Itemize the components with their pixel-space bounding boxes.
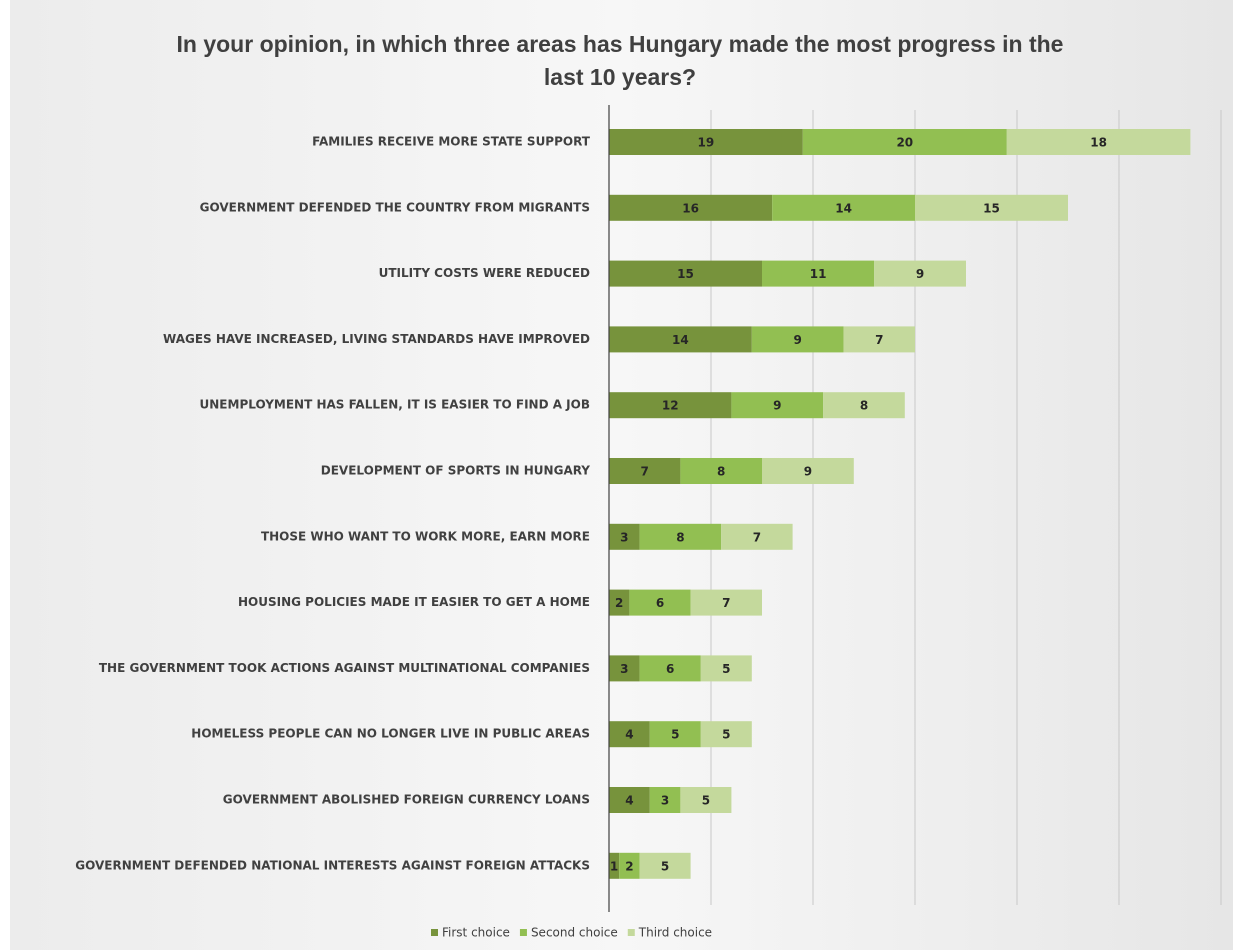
data-label: 14 [835,201,852,215]
legend-label: Second choice [531,926,618,940]
bar-segment [874,260,966,287]
bar-segment [609,721,650,748]
bar-segment [843,326,915,353]
data-label: 2 [625,859,633,873]
data-label: 15 [983,201,1000,215]
bar-segment [915,194,1068,221]
data-label: 9 [773,399,781,413]
data-label: 15 [677,267,694,281]
bar-segment [609,458,681,484]
category-label: THE GOVERNMENT TOOK ACTIONS AGAINST MULT… [99,661,590,675]
bar-segment [639,655,701,682]
data-label: 4 [625,728,633,742]
data-label: 19 [698,136,715,150]
legend-label: Third choice [638,926,712,940]
category-label: THOSE WHO WANT TO WORK MORE, EARN MORE [261,529,590,543]
legend-label: First choice [442,926,510,940]
category-label: WAGES HAVE INCREASED, LIVING STANDARDS H… [163,332,590,346]
bar-segment [721,523,793,550]
data-label: 3 [661,794,669,808]
data-label: 9 [916,267,924,281]
bar-segment [629,589,691,616]
legend-swatch [627,929,635,936]
bar-segment [700,655,752,682]
bar-segment [609,523,640,550]
bar-segment [609,655,640,682]
data-label: 7 [875,333,883,347]
bar-segment [700,721,752,748]
category-label: FAMILIES RECEIVE MORE STATE SUPPORT [312,135,591,149]
data-label: 5 [722,662,730,676]
category-label: GOVERNMENT DEFENDED THE COUNTRY FROM MIG… [200,200,590,214]
legend-swatch [519,929,527,936]
data-label: 9 [794,333,802,347]
bar-segment [731,392,824,419]
data-label: 7 [722,596,730,610]
data-label: 5 [671,728,679,742]
bar-segment [609,260,762,287]
bar-segment [680,458,762,484]
bar-segment [609,392,732,419]
bar-segment [1006,129,1191,155]
bar-segment [690,589,762,616]
bar-segment [823,392,905,419]
category-label: UNEMPLOYMENT HAS FALLEN, IT IS EASIER TO… [200,398,590,412]
category-label: GOVERNMENT DEFENDED NATIONAL INTERESTS A… [75,858,590,872]
data-label: 12 [662,399,679,413]
bar-segment [762,458,854,484]
chart-title: In your opinion, in which three areas ha… [176,31,1064,90]
category-label: HOUSING POLICIES MADE IT EASIER TO GET A… [238,595,590,609]
bar-segment [609,129,803,155]
bar-segment [680,787,732,813]
data-label: 6 [656,596,664,610]
category-label: GOVERNMENT ABOLISHED FOREIGN CURRENCY LO… [223,793,590,807]
data-label: 5 [702,794,710,808]
data-label: 3 [620,530,628,544]
category-label: UTILITY COSTS WERE REDUCED [379,266,590,280]
bar-segment [639,852,691,879]
data-label: 5 [722,728,730,742]
bar-segment [609,852,620,879]
data-label: 5 [661,859,669,873]
bar-segment [609,787,650,813]
data-label: 14 [672,333,689,347]
data-label: 4 [625,794,633,808]
bar-segment [619,852,640,879]
bar-segment [751,326,844,353]
data-label: 6 [666,662,674,676]
data-label: 8 [717,465,725,479]
data-label: 2 [615,596,623,610]
data-label: 20 [896,136,913,150]
bar-segment [802,129,1007,155]
category-label: DEVELOPMENT OF SPORTS IN HUNGARY [321,464,591,478]
bar-segment [649,721,701,748]
bar-segment [609,194,773,221]
data-label: 11 [810,267,827,281]
bar-segment [609,326,752,353]
bar-segment [649,787,681,813]
bar-segment [772,194,915,221]
data-label: 7 [641,465,649,479]
data-label: 3 [620,662,628,676]
bar-segment [762,260,875,287]
data-label: 18 [1090,136,1107,150]
legend-swatch [431,929,438,936]
data-label: 9 [804,465,812,479]
data-label: 8 [676,530,684,544]
data-label: 1 [610,859,618,873]
data-label: 16 [682,201,699,215]
data-label: 8 [860,399,868,413]
category-label: HOMELESS PEOPLE CAN NO LONGER LIVE IN PU… [191,727,590,741]
bar-segment [639,523,722,550]
bar-segment [609,589,630,616]
data-label: 7 [753,530,761,544]
